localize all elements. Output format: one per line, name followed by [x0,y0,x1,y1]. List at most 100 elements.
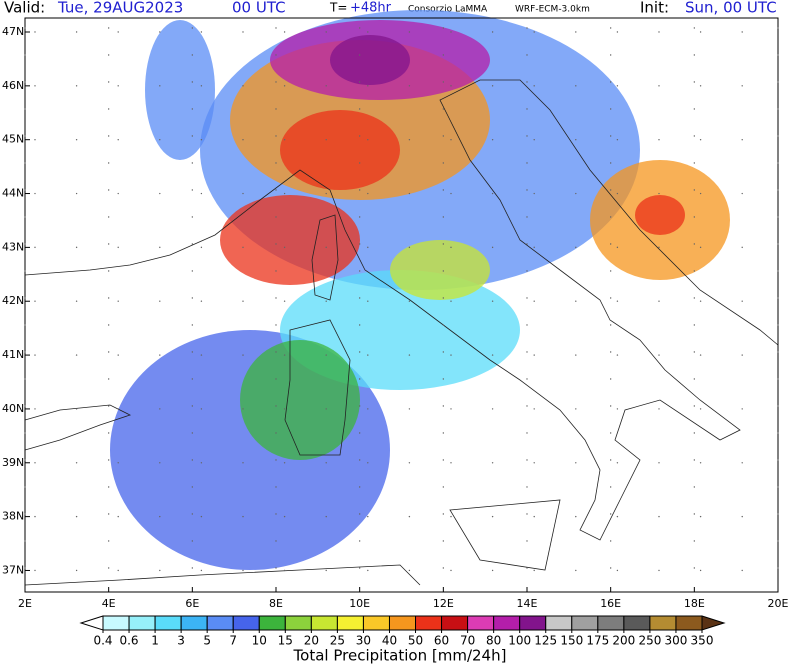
grid-dot [367,85,369,87]
color-bin [623,615,651,631]
grid-dot [200,515,203,518]
grid-dot [693,378,696,380]
grid-dot [75,462,78,464]
lat-label: 41N [2,348,24,361]
grid-dot [450,192,452,195]
grid-dot [526,405,528,407]
grid-dot [117,408,119,410]
grid-dot [275,243,277,245]
grid-dot [24,567,26,569]
grid-dot [450,515,452,518]
grid-dot [658,192,660,195]
level-label: 200 [612,634,635,648]
grid-dot [275,486,277,488]
valid-label: Valid: [4,0,45,17]
grid-dot [358,54,361,56]
lon-label: 2E [18,597,32,610]
init-label: Init: [640,0,669,17]
grid-dot [533,192,535,195]
grid-dot [693,54,696,56]
grid-dot [693,459,696,461]
grid-dot [24,270,26,272]
grid-dot [777,270,779,272]
coastline [24,79,779,541]
grid-dot [408,192,411,195]
grid-dot [275,459,277,461]
grid-dot [658,408,660,410]
grid-dot [275,270,277,272]
grid-dot [107,540,110,542]
grid-dot [693,405,696,407]
grid-dot [191,27,194,29]
grid-dot [526,297,528,299]
grid-dot [526,351,528,353]
color-bin [128,615,156,631]
grid-dot [242,300,244,302]
grid-dot [442,27,445,29]
grid-dot [699,246,702,249]
grid-dot [275,135,277,137]
level-label: 70 [460,634,475,648]
grid-dot [107,351,110,353]
grid-dot [358,324,361,326]
grid-dot [442,378,445,380]
grid-dot [575,85,577,87]
grid-dot [24,135,26,137]
grid-dot [159,462,161,464]
grid-dot [616,354,619,356]
grid-dot [526,459,528,461]
grid-dot [358,351,361,353]
grid-dot [24,540,26,542]
grid-dot [107,297,110,299]
color-bin [649,615,677,631]
map-frame [24,17,779,593]
sicily [449,499,561,571]
color-bin [154,615,182,631]
grid-dot [741,138,743,141]
grid-dot [442,297,445,299]
grid-dot [526,432,528,434]
grid-dot [367,246,369,249]
grid-dot [325,85,327,87]
grid-dot [159,31,161,33]
grid-dot [325,515,327,518]
grid-dot [191,270,194,272]
grid-dot [693,81,696,83]
lat-label: 43N [2,240,24,253]
level-label: 30 [356,634,371,648]
grid-dot [117,300,119,302]
grid-dot [741,515,743,518]
grid-dot [491,300,494,302]
grid-dot [609,351,612,353]
grid-dot [442,459,445,461]
grid-dot [275,216,277,218]
grid-dot [283,462,286,464]
grid-dot [358,81,361,83]
grid-dot [191,81,194,83]
grid-dot [34,246,36,249]
level-label: 5 [203,634,211,648]
precip-area [330,35,410,85]
grid-dot [693,108,696,110]
grid-dot [442,81,445,83]
grid-dot [159,515,161,518]
grid-dot [117,246,119,249]
level-label: 100 [508,634,531,648]
grid-dot [107,432,110,434]
grid-dot [658,300,660,302]
grid-dot [408,31,411,33]
grid-dot [616,31,619,33]
grid-dot [741,246,743,249]
grid-dot [491,85,494,87]
grid-dot [777,405,779,407]
grid-dot [75,515,78,518]
grid-dot [699,192,702,195]
grid-dot [442,405,445,407]
grid-dot [24,378,26,380]
grid-dot [24,54,26,56]
grid-dot [358,405,361,407]
grid-dot [777,162,779,164]
grid-dot [191,513,194,515]
grid-dot [526,567,528,569]
color-bin [284,615,312,631]
